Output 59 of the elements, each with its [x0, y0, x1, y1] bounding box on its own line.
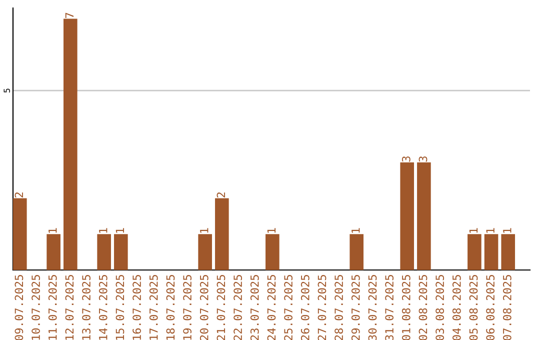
bar — [64, 18, 78, 270]
x-tick-label: 09.07.2025 — [14, 275, 24, 340]
data-label: 1 — [469, 228, 478, 233]
x-tick-label: 28.07.2025 — [334, 275, 344, 340]
x-tick-label: 14.07.2025 — [98, 275, 108, 340]
bar — [114, 234, 128, 270]
data-label: 3 — [402, 156, 410, 162]
x-tick-label: 31.07.2025 — [385, 275, 394, 340]
data-label: 1 — [200, 228, 208, 233]
data-label: 7 — [65, 12, 74, 18]
x-tick-label: 01.08.2025 — [402, 275, 410, 340]
bar — [198, 234, 212, 270]
x-tick-label: 16.07.2025 — [132, 275, 141, 340]
bar — [266, 234, 280, 270]
x-tick-label: 21.07.2025 — [216, 275, 226, 340]
x-tick-label: 11.07.2025 — [48, 275, 57, 340]
x-tick-label: 18.07.2025 — [166, 275, 175, 340]
y-tick-label: 5 — [4, 88, 10, 92]
bar — [13, 198, 27, 270]
data-label: 2 — [14, 192, 23, 198]
x-tick-label: 26.07.2025 — [300, 275, 310, 340]
bar — [97, 234, 111, 270]
x-tick-label: 03.08.2025 — [436, 275, 444, 340]
data-label: 1 — [267, 228, 276, 233]
data-label: 1 — [99, 228, 108, 233]
x-tick-label: 04.08.2025 — [452, 275, 461, 340]
bar — [400, 162, 414, 270]
x-tick-label: 10.07.2025 — [32, 275, 40, 340]
data-label: 1 — [116, 228, 124, 233]
x-tick-label: 27.07.2025 — [318, 275, 326, 340]
x-tick-label: 23.07.2025 — [250, 275, 259, 340]
x-tick-label: 22.07.2025 — [234, 275, 242, 340]
x-tick-label: 12.07.2025 — [65, 275, 74, 340]
bar — [468, 234, 482, 270]
bar — [484, 234, 498, 270]
x-tick-label: 20.07.2025 — [200, 275, 208, 340]
x-tick-label: 07.08.2025 — [502, 275, 512, 340]
data-label: 3 — [418, 156, 428, 162]
x-tick-label: 25.07.2025 — [284, 275, 293, 340]
bar — [501, 234, 516, 270]
x-tick-label: 24.07.2025 — [267, 275, 276, 340]
bar — [215, 198, 229, 270]
x-tick-label: 02.08.2025 — [418, 275, 428, 340]
data-label: 1 — [48, 228, 57, 233]
x-tick-label: 29.07.2025 — [351, 275, 360, 340]
x-tick-label: 17.07.2025 — [149, 275, 158, 340]
x-tick-label: 05.08.2025 — [469, 275, 478, 340]
bar — [350, 234, 364, 270]
x-tick-label: 06.08.2025 — [486, 275, 495, 340]
x-tick-label: 19.07.2025 — [183, 275, 192, 340]
x-tick-label: 30.07.2025 — [368, 275, 377, 340]
bar — [417, 162, 431, 270]
data-label: 1 — [486, 228, 494, 233]
data-label: 2 — [216, 192, 226, 198]
data-label: 1 — [503, 228, 512, 233]
bar — [46, 234, 60, 270]
x-tick-label: 15.07.2025 — [116, 275, 124, 340]
data-label: 1 — [352, 228, 360, 233]
x-tick-label: 13.07.2025 — [82, 275, 90, 340]
